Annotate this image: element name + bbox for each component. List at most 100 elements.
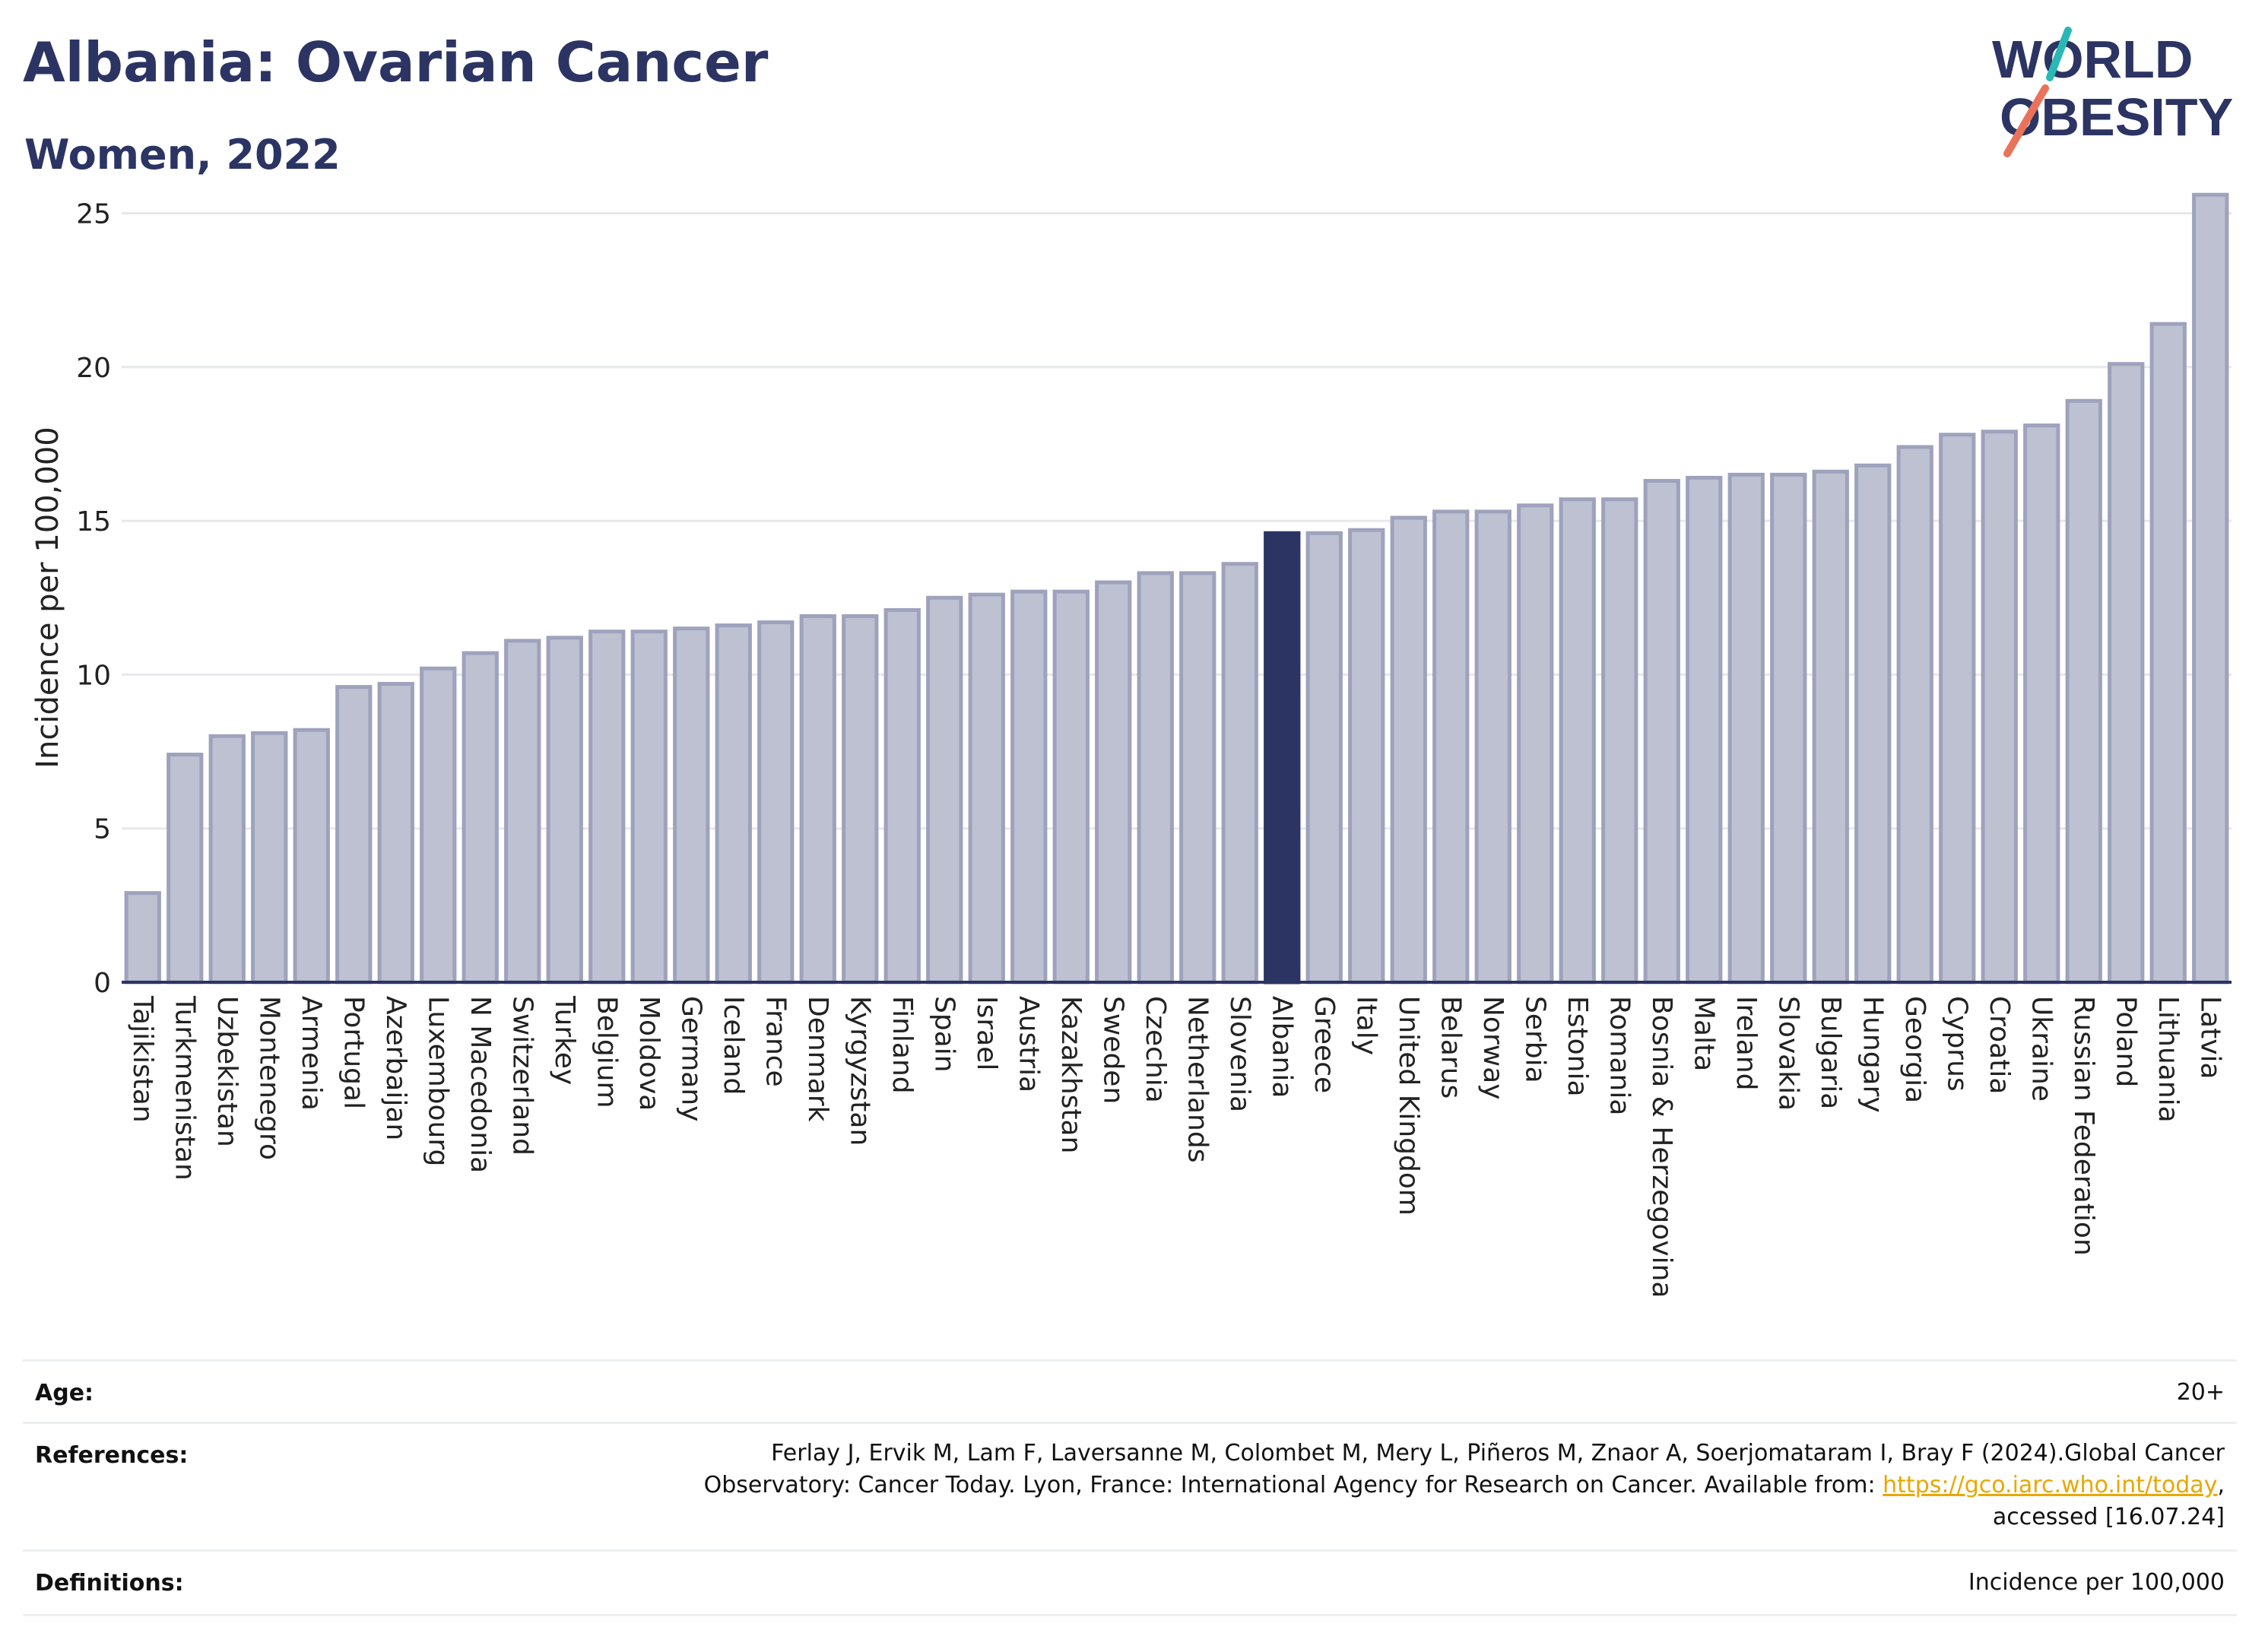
x-tick-label: Ukraine <box>2025 996 2057 1102</box>
references-link[interactable]: https://gco.iarc.who.int/today <box>1883 1472 2218 1498</box>
bar <box>1686 475 1723 985</box>
y-tick-label: 10 <box>76 660 111 691</box>
x-tick-label: Azerbaijan <box>380 996 411 1140</box>
logo-slash-teal <box>2046 27 2072 81</box>
x-tick-label: Italy <box>1350 996 1381 1055</box>
x-tick-label: Slovenia <box>1224 996 1255 1112</box>
bar <box>588 629 626 985</box>
page-title: Albania: Ovarian Cancer <box>23 30 769 94</box>
x-tick-label: United Kingdom <box>1393 996 1424 1216</box>
bar <box>1221 562 1258 985</box>
x-tick-label: Hungary <box>1857 996 1888 1113</box>
x-tick-label: Armenia <box>296 996 327 1111</box>
bar <box>462 651 499 985</box>
bar <box>1854 463 1892 985</box>
x-tick-label: Moldova <box>633 996 665 1111</box>
x-tick-label: Luxembourg <box>422 996 453 1166</box>
bar <box>1305 531 1343 985</box>
x-tick-label: Finland <box>887 996 918 1094</box>
x-tick-label: France <box>760 996 791 1087</box>
x-tick-label: Tajikistan <box>127 995 158 1123</box>
bar <box>504 639 541 985</box>
x-tick-label: Norway <box>1477 996 1508 1100</box>
x-tick-label: Turkmenistan <box>169 995 200 1181</box>
bar <box>1896 445 1933 985</box>
x-tick-label: Kazakhstan <box>1055 996 1086 1153</box>
x-tick-label: Kyrgyzstan <box>844 996 875 1146</box>
bar <box>842 614 879 985</box>
bar <box>1052 589 1090 985</box>
chart-footer: Age: 20+ References: Ferlay J, Ervik M, … <box>23 1359 2237 1618</box>
bar <box>1939 433 1976 985</box>
bar <box>1348 528 1385 985</box>
definitions-value: Incidence per 100,000 <box>1968 1569 2225 1596</box>
references-line-2: Observatory: Cancer Today. Lyon, France:… <box>703 1472 2225 1498</box>
x-tick-label: Germany <box>675 996 706 1121</box>
x-tick-label: Greece <box>1308 996 1340 1093</box>
logo-text-world: WORLD <box>1992 30 2193 89</box>
bar <box>1137 571 1174 985</box>
bar <box>1179 571 1216 985</box>
x-tick-label: Iceland <box>718 996 749 1095</box>
bar <box>630 629 668 985</box>
x-tick-label: Turkey <box>549 995 580 1085</box>
bar <box>1432 509 1470 985</box>
logo-slash-coral <box>2003 84 2049 157</box>
bar <box>2192 192 2229 985</box>
bar <box>968 592 1005 985</box>
x-tick-label: Poland <box>2110 996 2141 1087</box>
bar <box>2108 362 2145 985</box>
x-tick-label: Belarus <box>1435 996 1466 1099</box>
x-tick-label: Serbia <box>1519 996 1550 1083</box>
bar <box>335 685 373 985</box>
x-tick-label: N Macedonia <box>465 996 496 1173</box>
x-tick-label: Czechia <box>1140 996 1171 1103</box>
bar-chart: 0 5 10 15 20 25 Incidence per 100,000 Tajikista… <box>30 192 2232 1298</box>
x-tick-label: Bosnia & Herzegovina <box>1646 996 1677 1298</box>
x-tick-label: Uzbekistan <box>211 996 243 1147</box>
footer-row-definitions: Definitions: Incidence per 100,000 <box>23 1549 2237 1616</box>
bar <box>167 753 204 985</box>
x-tick-label: Denmark <box>802 996 833 1122</box>
x-tick-label: Portugal <box>338 996 369 1109</box>
references-line-3: accessed [16.07.24] <box>1992 1504 2225 1530</box>
x-tick-label: Ireland <box>1730 996 1762 1091</box>
x-tick-label: Russian Federation <box>2068 996 2099 1256</box>
bar <box>1010 589 1048 985</box>
x-tick-label: Estonia <box>1562 996 1593 1097</box>
bar <box>1727 472 1765 985</box>
bar <box>124 891 161 985</box>
x-tick-label: Netherlands <box>1182 996 1213 1162</box>
bar <box>1559 497 1596 985</box>
bar <box>1095 580 1132 985</box>
age-label: Age: <box>35 1380 94 1406</box>
x-tick-label: Romania <box>1603 996 1635 1115</box>
references-text: Ferlay J, Ervik M, Lam F, Laversanne M, … <box>476 1438 2225 1533</box>
y-tick-label: 25 <box>76 198 111 230</box>
bar <box>883 607 921 985</box>
x-tick-label: Croatia <box>1984 996 2015 1094</box>
bar <box>293 728 330 985</box>
bar <box>1517 503 1554 985</box>
references-label: References: <box>35 1442 189 1469</box>
bar <box>926 595 963 985</box>
bar <box>1770 472 1807 985</box>
x-tick-label: Belgium <box>591 996 622 1108</box>
world-obesity-logo: WORLD OBESITY <box>1992 27 2233 157</box>
bar <box>2065 398 2102 985</box>
bar <box>2149 322 2187 985</box>
y-tick-label: 0 <box>94 968 111 999</box>
footer-row-age: Age: 20+ <box>23 1359 2237 1424</box>
x-tick-label: Malta <box>1688 996 1719 1071</box>
x-tick-label: Lithuania <box>2152 996 2184 1123</box>
x-tick-label: Austria <box>1013 996 1044 1092</box>
bar <box>715 623 752 985</box>
bar <box>1601 497 1638 985</box>
bar <box>673 626 710 985</box>
x-tick-label: Albania <box>1266 996 1297 1098</box>
y-axis-label: Incidence per 100,000 <box>30 426 65 769</box>
bar <box>1643 478 1680 985</box>
definitions-label: Definitions: <box>35 1570 184 1597</box>
bar <box>1390 515 1427 985</box>
x-tick-label: Georgia <box>1899 996 1930 1103</box>
